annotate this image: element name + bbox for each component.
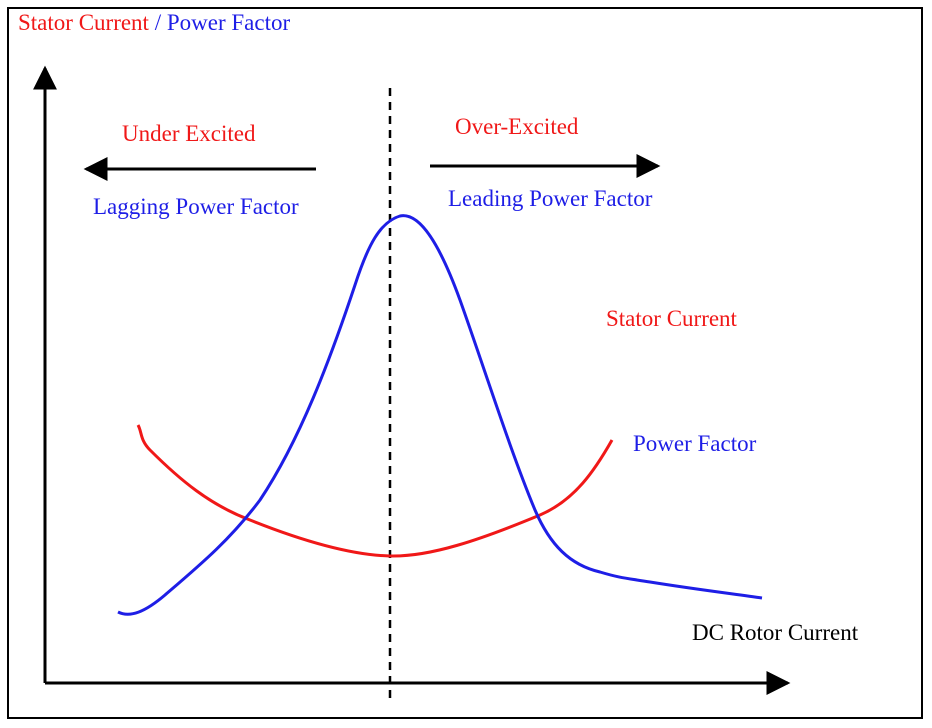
label: Stator Current bbox=[606, 306, 738, 331]
label: Leading Power Factor bbox=[448, 186, 653, 211]
label: Power Factor bbox=[633, 431, 757, 456]
label: Over-Excited bbox=[455, 114, 579, 139]
stator-curve bbox=[136, 424, 614, 558]
title-part: Stator Current bbox=[18, 10, 150, 35]
title-part: / Power Factor bbox=[155, 10, 291, 35]
label: Under Excited bbox=[122, 121, 256, 146]
power-factor-curve bbox=[117, 214, 763, 616]
label: DC Rotor Current bbox=[692, 620, 859, 645]
title: Stator Current / Power Factor bbox=[18, 10, 290, 35]
label: Lagging Power Factor bbox=[93, 194, 299, 219]
